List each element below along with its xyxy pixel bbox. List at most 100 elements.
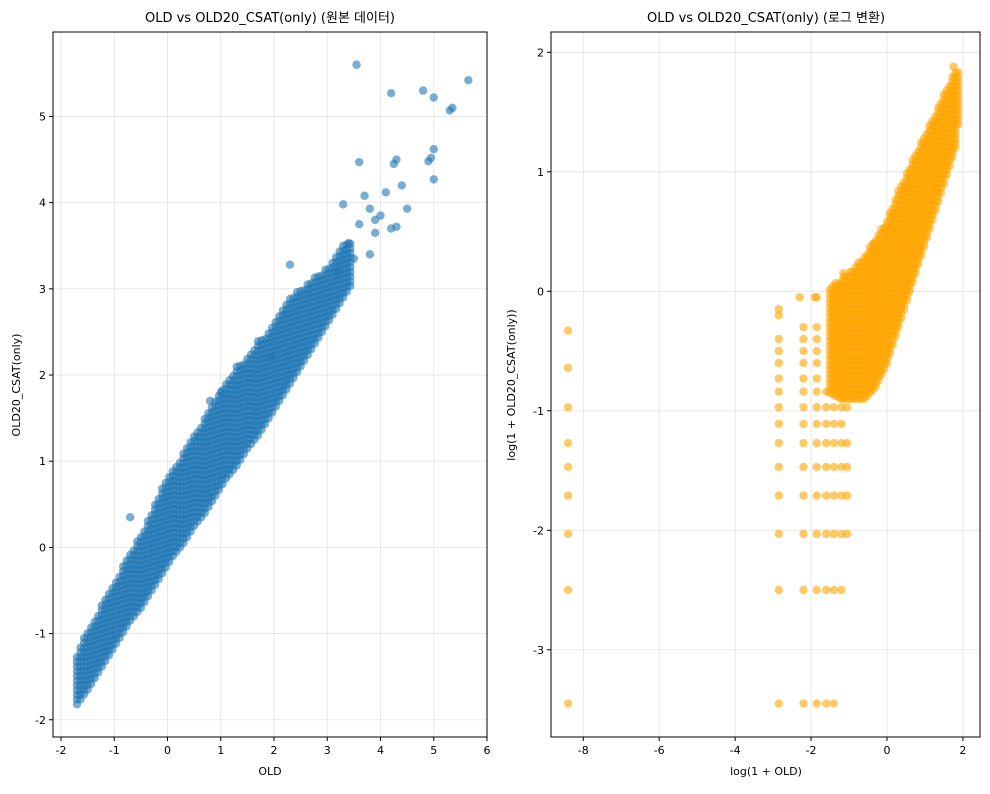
y-axis-label: OLD20_CSAT(only) (10, 334, 23, 437)
data-point (799, 322, 808, 332)
data-point (563, 462, 573, 472)
data-point (267, 353, 276, 362)
plot-frame (550, 31, 981, 738)
data-point (839, 269, 848, 278)
data-point (799, 529, 808, 539)
data-point (365, 204, 375, 213)
x-axis-label: OLD (258, 765, 281, 778)
data-point (842, 491, 852, 500)
data-point (799, 491, 808, 500)
data-point (812, 322, 821, 332)
y-tick-label: 2 (39, 369, 46, 382)
data-point (829, 529, 839, 539)
y-tick-label: -3 (533, 644, 544, 657)
data-point (402, 204, 412, 213)
data-point (774, 462, 783, 472)
data-point (822, 529, 831, 539)
x-tick-label: 6 (484, 744, 491, 757)
data-point (829, 491, 839, 500)
data-point (812, 529, 821, 539)
data-point (799, 358, 808, 368)
chart-title: OLD vs OLD20_CSAT(only) (로그 변환) (647, 11, 885, 26)
data-point (774, 334, 783, 344)
data-point (563, 363, 573, 372)
data-point (812, 358, 821, 368)
data-point (563, 529, 573, 539)
data-point (563, 585, 573, 595)
data-point (352, 60, 361, 69)
data-point (216, 388, 225, 397)
y-axis-label: log(1 + OLD20_CSAT(only)) (505, 309, 518, 460)
data-point (812, 438, 821, 448)
data-point (799, 334, 808, 344)
chart-log: OLD vs OLD20_CSAT(only) (로그 변환) log(1 + … (505, 11, 981, 778)
y-tick-label: -1 (533, 405, 544, 418)
x-axis-label: log(1 + OLD) (730, 765, 802, 778)
data-point (205, 396, 215, 406)
data-point (774, 403, 783, 412)
data-point (563, 699, 573, 708)
data-point (389, 159, 399, 169)
data-point (829, 403, 839, 412)
data-point (837, 585, 846, 595)
data-point (424, 157, 433, 166)
chart-title: OLD vs OLD20_CSAT(only) (원본 데이터) (145, 11, 395, 26)
data-point (812, 491, 821, 500)
data-point (829, 585, 839, 595)
y-tick-label: 1 (537, 166, 544, 179)
data-point (812, 346, 821, 356)
y-tick-label: 0 (537, 285, 544, 298)
x-tick-label: -2 (56, 744, 67, 757)
data-point (810, 293, 820, 302)
data-point (822, 438, 831, 448)
x-tick-label: -2 (806, 744, 817, 757)
x-tick-label: 4 (377, 744, 384, 757)
data-point (829, 438, 839, 448)
data-point (842, 403, 852, 412)
data-point (829, 419, 839, 429)
x-tick-label: 3 (324, 744, 331, 757)
x-tick-label: -1 (109, 744, 120, 757)
data-point (854, 281, 863, 290)
data-point (812, 374, 821, 383)
x-tick-label: 5 (430, 744, 437, 757)
x-tick-label: 0 (883, 744, 890, 757)
data-point (812, 699, 821, 708)
data-point (799, 419, 808, 429)
data-point (822, 491, 831, 500)
data-point (799, 585, 808, 595)
data-point (774, 491, 783, 500)
data-point (418, 86, 428, 95)
scatter-series (563, 62, 963, 708)
y-tick-label: 3 (39, 283, 46, 296)
data-point (563, 403, 573, 412)
data-point (869, 239, 878, 248)
data-point (563, 491, 573, 500)
data-point (349, 254, 359, 263)
data-point (829, 699, 839, 708)
data-point (774, 310, 783, 320)
plot-frame (52, 31, 488, 738)
y-tick-label: 2 (537, 46, 544, 59)
data-point (812, 403, 821, 412)
data-point (333, 267, 343, 276)
data-point (837, 419, 846, 429)
chart-original: OLD vs OLD20_CSAT(only) (원본 데이터) OLD OLD… (10, 11, 491, 778)
data-point (381, 188, 391, 197)
y-tick-label: 4 (39, 197, 46, 210)
data-point (429, 175, 438, 184)
data-point (774, 419, 783, 429)
data-point (822, 419, 831, 429)
data-point (822, 403, 831, 412)
data-point (829, 462, 839, 472)
data-point (799, 346, 808, 356)
data-point (812, 387, 821, 396)
data-point (429, 145, 438, 154)
data-point (429, 93, 438, 102)
x-tick-label: -8 (578, 744, 589, 757)
data-point (397, 181, 406, 190)
data-point (464, 76, 473, 85)
data-point (799, 387, 808, 396)
data-point (774, 374, 783, 383)
data-point (774, 438, 783, 448)
